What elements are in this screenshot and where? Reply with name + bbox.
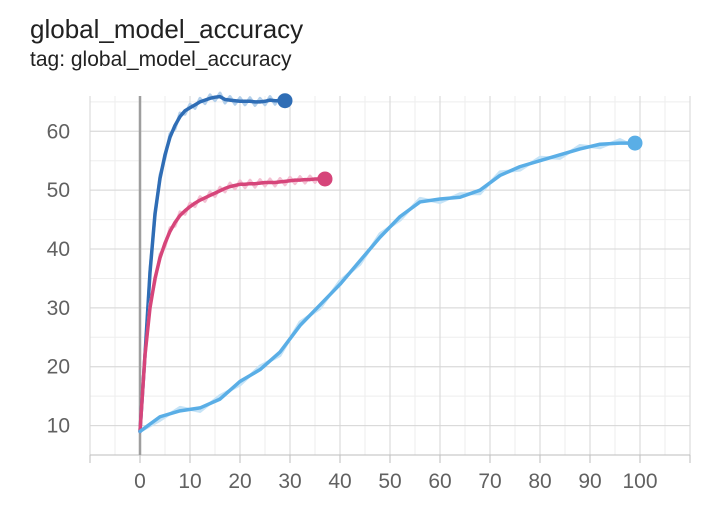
series-line: [138, 94, 287, 434]
y-tick-label: 30: [47, 297, 70, 320]
series-2: [138, 171, 333, 434]
chart-subtitle: tag: global_model_accuracy: [30, 48, 292, 71]
x-tick-label: 40: [328, 470, 351, 493]
series-line: [138, 177, 327, 434]
y-tick-label: 40: [47, 238, 70, 261]
series-group: [138, 91, 643, 434]
y-tick-label: 10: [47, 415, 70, 438]
series-line: [138, 141, 637, 434]
y-tick-label: 50: [47, 179, 70, 202]
x-tick-label: 10: [178, 470, 201, 493]
x-tick-label: 90: [578, 470, 601, 493]
chart-title: global_model_accuracy: [30, 14, 304, 44]
series-raw-line: [138, 91, 287, 432]
series-end-point: [317, 171, 333, 187]
x-axis-ticks: 0 10 20 30 40 50 60 70 80 90 100: [89, 455, 691, 493]
x-tick-label: 100: [622, 470, 657, 493]
series-raw-line: [139, 138, 636, 433]
series-3: [138, 135, 643, 434]
x-tick-label: 50: [378, 470, 401, 493]
y-axis-ticks: 10 20 30 40 50 60: [47, 120, 70, 437]
x-tick-label: 60: [428, 470, 451, 493]
y-tick-label: 60: [47, 120, 70, 143]
major-grid: [89, 96, 691, 455]
x-tick-label: 30: [278, 470, 301, 493]
x-tick-label: 0: [134, 470, 146, 493]
series-end-point: [627, 135, 643, 151]
series-raw-line: [138, 173, 327, 432]
x-tick-label: 80: [528, 470, 551, 493]
y-tick-label: 20: [47, 356, 70, 379]
series-end-point: [277, 93, 293, 109]
series-1: [138, 91, 293, 434]
x-tick-label: 70: [478, 470, 501, 493]
x-tick-label: 20: [228, 470, 251, 493]
